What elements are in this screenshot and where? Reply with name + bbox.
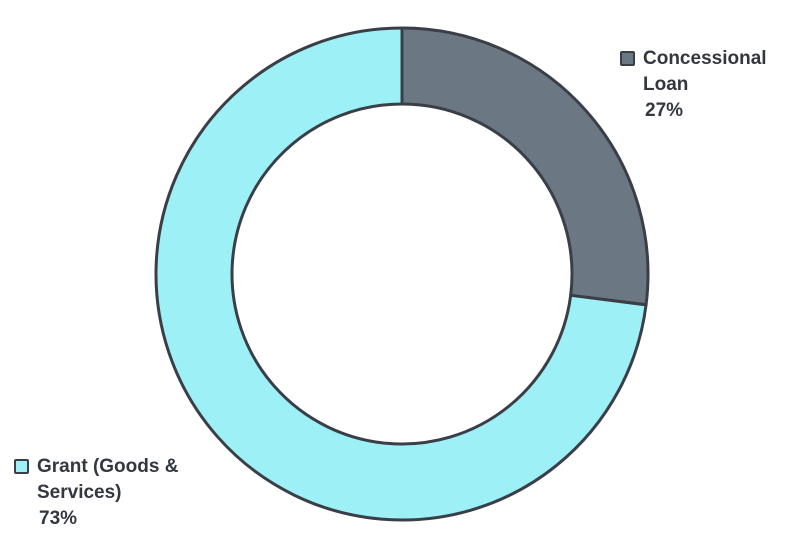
label-grant-line-1: Grant (Goods &	[37, 456, 179, 477]
label-concessional-loan-line-1: Concessional	[643, 48, 767, 69]
label-grant-percent: 73%	[39, 508, 78, 529]
legend-swatch-concessional-loan	[620, 51, 635, 66]
label-concessional-loan-percent: 27%	[645, 100, 684, 121]
label-concessional-loan-line-2: Loan	[643, 74, 689, 95]
donut-slices	[154, 26, 650, 522]
slice-concessional-loan	[400, 26, 650, 307]
label-concessional-loan: Concessional Loan 27%	[620, 46, 800, 124]
slice-grant-goods-services	[154, 26, 648, 522]
label-concessional-loan-text: Concessional Loan	[643, 46, 767, 98]
label-grant-line-2: Services)	[37, 482, 122, 503]
legend-swatch-grant	[14, 459, 29, 474]
label-grant-goods-services: Grant (Goods & Services) 73%	[14, 454, 234, 532]
label-grant-text: Grant (Goods & Services)	[37, 454, 178, 506]
